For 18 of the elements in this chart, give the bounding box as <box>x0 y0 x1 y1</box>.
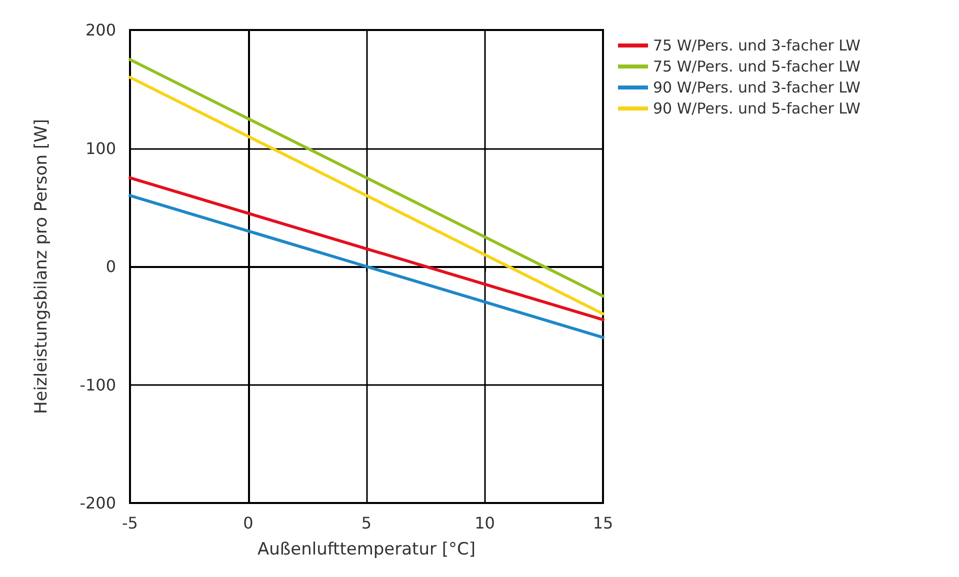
x-tick-label: 15 <box>592 514 614 532</box>
x-tick-label: 0 <box>243 514 254 532</box>
x-axis-title: Außenlufttemperatur [°C] <box>257 540 476 560</box>
x-tick-label: -5 <box>122 514 138 532</box>
line-series <box>128 194 604 339</box>
y-tick-label: 100 <box>85 138 116 158</box>
y-tick-label: 200 <box>85 20 116 40</box>
x-tick-label: 5 <box>361 514 372 532</box>
legend-label: 90 W/Pers. und 3-facher LW <box>653 78 861 96</box>
y-tick-label: -100 <box>80 375 116 394</box>
x-tick-label: 10 <box>474 514 495 532</box>
legend-label: 75 W/Pers. und 5-facher LW <box>653 58 861 76</box>
y-axis-title: Heizleistungsbilanz pro Person [W] <box>32 118 52 414</box>
y-tick-label: -200 <box>80 494 116 512</box>
y-tick-label: 0 <box>106 257 116 276</box>
legend-label: 90 W/Pers. und 5-facher LW <box>653 100 861 118</box>
line-series <box>128 176 604 322</box>
legend-label: 75 W/Pers. und 3-facher LW <box>653 36 861 54</box>
